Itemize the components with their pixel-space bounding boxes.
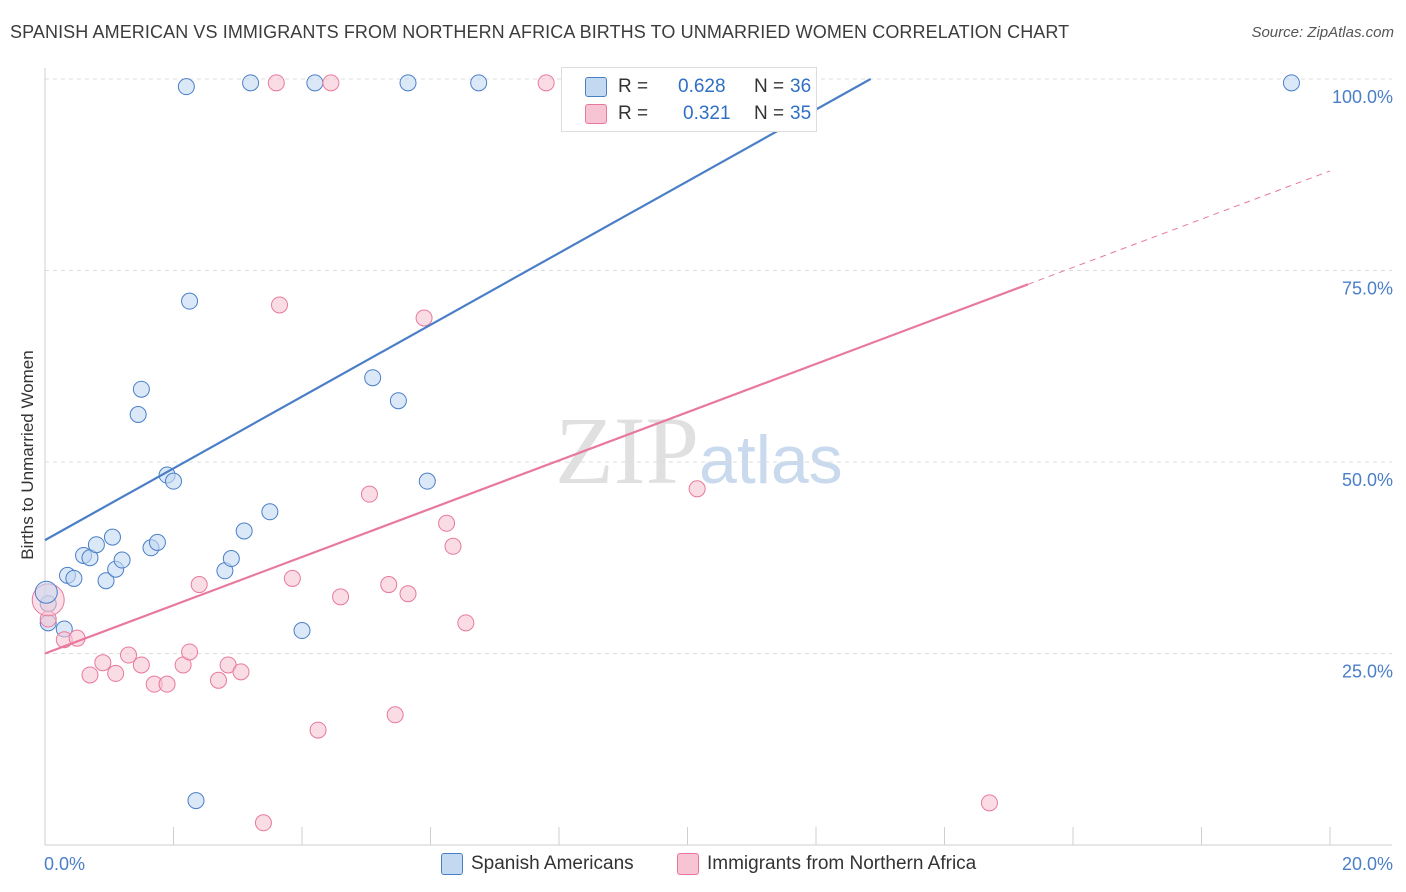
point-spanish-americans [165,472,182,490]
y-tick-label: 25.0% [1342,662,1393,682]
y-tick-label: 100.0% [1332,87,1393,107]
legend-label-northern-africa: Immigrants from Northern Africa [707,853,977,874]
n-value: 36 [790,76,812,97]
point-northern-africa [254,814,272,832]
point-spanish-americans [418,472,436,490]
r-value: 0.628 [678,76,726,97]
trendline-northern-africa [44,283,1029,655]
watermark-atlas: atlas [699,422,843,498]
point-northern-africa [158,675,176,693]
r-label: R = [618,103,649,124]
point-northern-africa [267,74,285,92]
source-label: Source: ZipAtlas.com [1251,24,1394,41]
point-spanish-americans [261,503,279,521]
swatch-northern-africa [585,104,607,124]
point-spanish-americans [148,533,166,551]
n-label: N = [754,76,785,97]
point-spanish-americans [235,522,253,540]
legend-swatch-spanish-americans [441,853,463,875]
point-spanish-americans [364,369,382,387]
point-spanish-americans [222,550,240,568]
trendline-northern-africa-extension [1027,170,1331,285]
r-label: R = [618,76,649,97]
point-northern-africa [360,485,378,503]
point-northern-africa [980,794,998,812]
point-spanish-americans [65,569,83,587]
point-spanish-americans [129,406,147,424]
legend-label-spanish-americans: Spanish Americans [471,853,634,874]
point-spanish-americans [177,78,195,96]
point-spanish-americans [181,292,199,310]
point-northern-africa [380,576,398,594]
point-northern-africa [332,588,350,606]
point-spanish-americans [1282,74,1300,92]
point-northern-africa [415,309,433,327]
point-spanish-americans [470,74,488,92]
point-northern-africa [457,614,475,632]
point-spanish-americans [132,380,150,398]
point-northern-africa [190,576,208,594]
point-northern-africa [283,569,301,587]
point-spanish-americans [97,572,115,590]
n-value: 35 [790,103,812,124]
point-spanish-americans [306,74,324,92]
point-spanish-americans [399,74,417,92]
point-northern-africa [271,296,289,314]
point-northern-africa [688,480,706,498]
y-tick-label: 50.0% [1342,470,1393,490]
legend-swatch-northern-africa [677,853,699,875]
point-spanish-americans [103,528,121,546]
point-northern-africa [81,666,99,684]
point-northern-africa [181,643,199,661]
x-tick-label: 0.0% [44,854,85,874]
x-tick-label: 20.0% [1342,854,1393,874]
point-northern-africa [386,706,404,724]
point-spanish-americans [87,536,105,554]
r-value: 0.321 [683,103,731,124]
point-northern-africa [537,74,555,92]
point-northern-africa [209,671,227,689]
stats-legend: R = 0.628 N = 36 R = 0.321 N = 35 [561,67,817,132]
point-northern-africa [309,721,327,739]
trendline-spanish-americans [44,78,872,542]
point-northern-africa [107,664,125,682]
point-spanish-americans [113,551,131,569]
point-northern-africa [132,656,150,674]
point-northern-africa [444,537,462,555]
series-legend: Spanish Americans Immigrants from Northe… [0,852,1406,878]
point-northern-africa [120,646,138,664]
point-spanish-americans [242,74,260,92]
watermark: ZIPatlas [555,395,843,506]
point-northern-africa [399,585,417,603]
point-northern-africa [322,74,340,92]
point-spanish-americans [187,792,205,810]
chart-title: SPANISH AMERICAN VS IMMIGRANTS FROM NORT… [10,22,1070,42]
point-northern-africa [438,514,456,532]
watermark-zip: ZIP [555,397,699,504]
swatch-spanish-americans [585,77,607,97]
point-northern-africa [232,663,250,681]
point-northern-africa [94,654,112,672]
point-spanish-americans [389,392,407,410]
y-tick-label: 75.0% [1342,279,1393,299]
n-label: N = [754,103,785,124]
point-spanish-americans [293,622,311,640]
point-spanish-americans-large [34,580,58,604]
